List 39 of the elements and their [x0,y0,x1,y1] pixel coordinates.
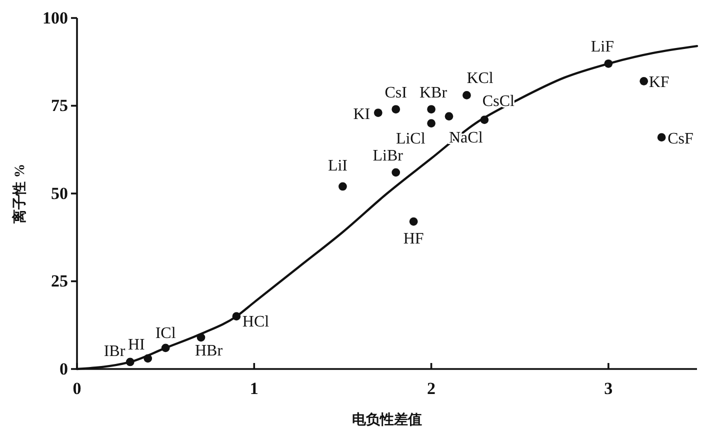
x-tick-label: 3 [604,379,613,398]
annotation: CsI [384,84,407,102]
annotation: LiF [590,38,614,56]
annotation: KF [648,74,670,92]
point [657,133,666,142]
annotation: ICl [155,324,176,342]
y-tick-label: 100 [42,8,68,28]
point [427,119,436,128]
annotation: HCl [242,313,270,330]
x-tick-label: 2 [427,379,436,398]
y-tick-label: 25 [51,272,68,291]
point [409,217,418,226]
annotation: KI [353,106,370,123]
annotation: KCl [466,70,494,88]
point [392,168,400,177]
annotation: KBr [420,84,448,102]
y-tick-label: 50 [51,184,68,203]
annotation: LiCl [396,130,426,148]
annotation: CsCl [482,92,515,110]
annotation: CsF [668,130,694,148]
annotation: LiBr [372,147,404,164]
point [427,105,436,114]
y-tick-label: 0 [60,359,68,378]
annotation: HI [128,336,145,354]
y-tick-label: 75 [51,96,68,116]
point [338,182,347,191]
point [462,91,471,100]
y-axis-title: 离子性 % [11,164,28,224]
point [640,77,648,86]
x-axis-title: 电负性差值 [352,412,422,428]
annotation: LiI [328,157,348,174]
annotation: HF [403,230,424,248]
point [392,105,400,114]
x-tick-label: 1 [250,379,258,398]
point [374,108,382,117]
annotation: IBr [104,342,126,360]
annotation: HBr [195,342,224,360]
x-tick-label: 0 [72,379,82,398]
point [444,112,454,120]
